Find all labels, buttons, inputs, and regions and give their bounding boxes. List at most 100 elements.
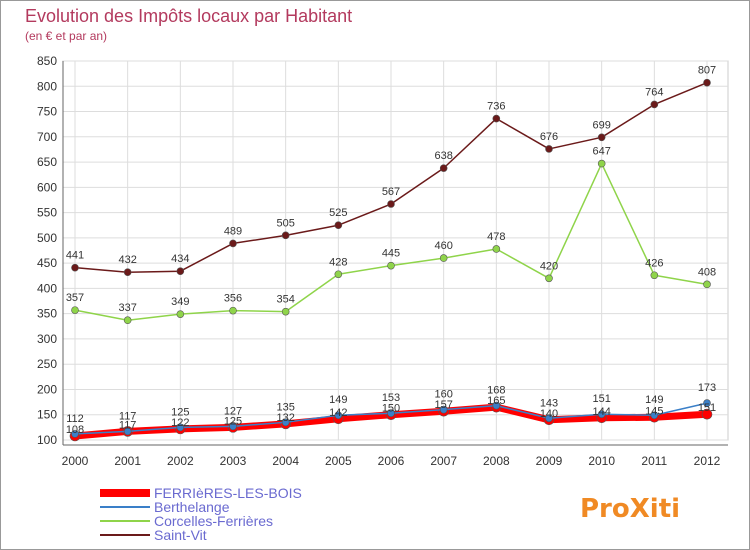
y-tick-label: 850 [37, 54, 57, 68]
x-tick-label: 2009 [536, 454, 563, 468]
data-label: 357 [66, 292, 84, 304]
data-label: 145 [645, 405, 663, 417]
data-point [439, 405, 448, 414]
data-point [334, 221, 343, 230]
y-tick-label: 750 [37, 105, 57, 119]
data-point [545, 145, 553, 153]
data-point [176, 423, 185, 432]
data-point [176, 267, 185, 276]
series-layer [69, 78, 713, 442]
data-point [650, 271, 659, 280]
data-point [703, 78, 711, 87]
x-tick-label: 2006 [378, 454, 405, 468]
data-point [703, 399, 711, 407]
data-point [597, 133, 606, 142]
x-tick-label: 2003 [220, 454, 247, 468]
data-point [597, 159, 606, 168]
data-point [492, 245, 501, 253]
data-label: 349 [171, 296, 189, 308]
data-label: 150 [382, 403, 400, 415]
data-label: 173 [698, 382, 716, 394]
data-label: 143 [540, 397, 558, 409]
x-tick-label: 2008 [483, 454, 510, 468]
data-point [176, 310, 185, 318]
y-tick-label: 150 [37, 408, 57, 422]
data-label: 354 [276, 294, 294, 306]
data-label: 337 [118, 302, 136, 314]
y-tick-label: 650 [37, 155, 57, 169]
data-point [387, 261, 395, 270]
data-point [439, 164, 448, 172]
legend-label: FERRIèRES-LES-BOIS [154, 485, 302, 501]
data-point [650, 100, 659, 109]
data-label: 125 [224, 415, 242, 427]
data-label: 117 [119, 410, 137, 422]
data-label: 112 [66, 413, 84, 425]
data-label: 426 [645, 257, 663, 269]
data-label: 441 [66, 250, 84, 262]
y-tick-label: 200 [37, 382, 57, 396]
data-label: 434 [171, 253, 189, 265]
y-tick-label: 600 [37, 180, 57, 194]
y-tick-label: 450 [37, 256, 57, 270]
data-label: 157 [434, 399, 452, 411]
data-label: 432 [118, 254, 136, 266]
x-tick-label: 2000 [62, 454, 89, 468]
chart-title: Evolution des Impôts locaux par Habitant [25, 6, 352, 26]
data-label: 140 [540, 408, 558, 420]
data-point [387, 409, 395, 418]
x-tick-label: 2011 [641, 454, 667, 468]
data-point [703, 280, 711, 289]
data-point [281, 231, 290, 240]
data-point [492, 401, 501, 410]
chart-subtitle: (en € et par an) [25, 29, 107, 43]
y-tick-label: 800 [37, 79, 57, 93]
data-point [123, 316, 132, 325]
y-tick-label: 500 [37, 231, 57, 245]
legend-label: Saint-Vit [154, 527, 207, 543]
proxiti-logo: ProXiti [580, 494, 680, 524]
x-tick-label: 2004 [272, 454, 299, 468]
data-point [387, 200, 395, 208]
data-point [281, 418, 290, 427]
data-label: 420 [540, 260, 558, 272]
data-label: 108 [66, 424, 84, 436]
data-point [229, 306, 237, 315]
legend: FERRIèRES-LES-BOISBerthelangeCorcelles-F… [100, 485, 302, 543]
data-label: 428 [329, 256, 347, 268]
data-point [123, 427, 132, 436]
x-tick-label: 2002 [167, 454, 194, 468]
data-label: 125 [171, 406, 189, 418]
data-label: 505 [276, 217, 294, 229]
data-point [492, 114, 501, 123]
data-label: 647 [592, 146, 610, 158]
data-label: 807 [698, 65, 716, 77]
data-label: 764 [645, 86, 663, 98]
data-label: 489 [224, 225, 242, 237]
data-point [123, 268, 132, 277]
data-label: 117 [119, 419, 137, 431]
data-point [545, 274, 553, 283]
data-label: 165 [487, 395, 505, 407]
data-label: 122 [171, 417, 189, 429]
logo-text: ProXiti [580, 494, 680, 524]
data-label: 149 [645, 394, 663, 406]
data-point [71, 263, 79, 272]
x-tick-label: 2007 [430, 454, 457, 468]
data-label: 168 [487, 385, 505, 397]
data-label: 132 [276, 412, 294, 424]
data-label: 135 [276, 401, 294, 413]
data-label: 151 [698, 402, 716, 414]
data-label: 153 [382, 392, 400, 404]
legend-label: Berthelange [154, 499, 230, 515]
data-point [545, 414, 553, 423]
data-point [71, 306, 79, 314]
data-label: 151 [592, 393, 610, 405]
y-tick-label: 100 [37, 433, 57, 447]
data-label: 149 [329, 394, 347, 406]
data-label: 676 [540, 131, 558, 143]
plot-area [62, 60, 729, 441]
data-point [334, 270, 343, 279]
